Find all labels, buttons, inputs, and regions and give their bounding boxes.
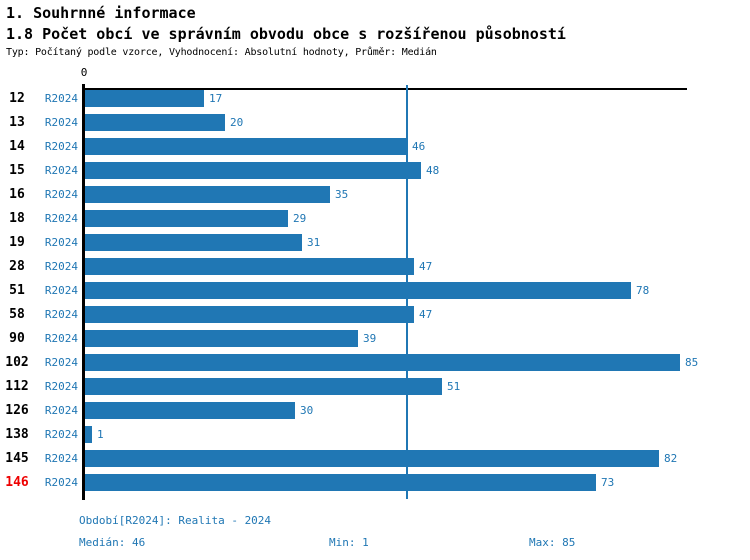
chart-meta-line: Typ: Počítaný podle vzorce, Vyhodnocení:… — [6, 47, 437, 58]
chart-row: 58 R2024 47 — [0, 306, 750, 323]
value-label: 78 — [636, 284, 650, 297]
chart-row: 102 R2024 85 — [0, 354, 750, 371]
bar — [85, 114, 225, 131]
series-label: R2024 — [44, 212, 78, 225]
chart-row: 12 R2024 17 — [0, 90, 750, 107]
chart-row: 13 R2024 20 — [0, 114, 750, 131]
bar — [85, 330, 358, 347]
chart-row: 112 R2024 51 — [0, 378, 750, 395]
bar — [85, 474, 596, 491]
bar — [85, 234, 302, 251]
bar — [85, 306, 414, 323]
chart-row: 138 R2024 1 — [0, 426, 750, 443]
category-label: 13 — [9, 115, 25, 130]
bar — [85, 378, 442, 395]
category-label: 14 — [9, 139, 25, 154]
plot-top-border — [83, 88, 687, 90]
value-label: 17 — [209, 92, 223, 105]
series-label: R2024 — [44, 452, 78, 465]
series-label: R2024 — [44, 260, 78, 273]
x-axis-zero-tick-label: 0 — [80, 66, 88, 79]
value-label: 73 — [601, 476, 615, 489]
bar — [85, 138, 407, 155]
series-label: R2024 — [44, 404, 78, 417]
bar — [85, 210, 288, 227]
bar — [85, 450, 659, 467]
chart-row: 28 R2024 47 — [0, 258, 750, 275]
chart-row: 126 R2024 30 — [0, 402, 750, 419]
series-label: R2024 — [44, 332, 78, 345]
chart-row: 51 R2024 78 — [0, 282, 750, 299]
value-label: 31 — [307, 236, 321, 249]
value-label: 29 — [293, 212, 307, 225]
chart-row: 146 R2024 73 — [0, 474, 750, 491]
series-label: R2024 — [44, 164, 78, 177]
footer-period-label: Období[R2024]: Realita - 2024 — [79, 514, 272, 527]
bar — [85, 258, 414, 275]
chart-subtitle: 1.8 Počet obcí ve správním obvodu obce s… — [6, 25, 566, 43]
category-label: 51 — [9, 283, 25, 298]
series-label: R2024 — [44, 356, 78, 369]
series-label: R2024 — [44, 140, 78, 153]
category-label: 19 — [9, 235, 25, 250]
value-label: 35 — [335, 188, 349, 201]
value-label: 85 — [685, 356, 699, 369]
bar — [85, 354, 680, 371]
series-label: R2024 — [44, 236, 78, 249]
category-label: 12 — [9, 91, 25, 106]
chart-row: 19 R2024 31 — [0, 234, 750, 251]
value-label: 46 — [412, 140, 426, 153]
series-label: R2024 — [44, 116, 78, 129]
bar — [85, 162, 421, 179]
chart-row: 14 R2024 46 — [0, 138, 750, 155]
series-label: R2024 — [44, 428, 78, 441]
category-label: 58 — [9, 307, 25, 322]
series-label: R2024 — [44, 92, 78, 105]
category-label: 16 — [9, 187, 25, 202]
bar — [85, 186, 330, 203]
value-label: 30 — [300, 404, 314, 417]
category-label: 145 — [5, 451, 29, 466]
series-label: R2024 — [44, 476, 78, 489]
category-label: 102 — [5, 355, 29, 370]
value-label: 82 — [664, 452, 678, 465]
value-label: 39 — [363, 332, 377, 345]
chart-row: 145 R2024 82 — [0, 450, 750, 467]
series-label: R2024 — [44, 308, 78, 321]
bar — [85, 402, 295, 419]
value-label: 1 — [97, 428, 104, 441]
value-label: 20 — [230, 116, 244, 129]
value-label: 51 — [447, 380, 461, 393]
category-label: 90 — [9, 331, 25, 346]
bar — [85, 282, 631, 299]
category-label: 18 — [9, 211, 25, 226]
series-label: R2024 — [44, 188, 78, 201]
bar — [85, 90, 204, 107]
footer-min-label: Min: 1 — [329, 536, 369, 549]
chart-row: 90 R2024 39 — [0, 330, 750, 347]
value-label: 47 — [419, 260, 433, 273]
y-axis-line — [82, 84, 85, 500]
category-label: 15 — [9, 163, 25, 178]
series-label: R2024 — [44, 380, 78, 393]
bar — [85, 426, 92, 443]
footer-median-label: Medián: 46 — [79, 536, 146, 549]
value-label: 47 — [419, 308, 433, 321]
chart-row: 18 R2024 29 — [0, 210, 750, 227]
footer-max-label: Max: 85 — [529, 536, 576, 549]
series-label: R2024 — [44, 284, 78, 297]
chart-row: 15 R2024 48 — [0, 162, 750, 179]
value-label: 48 — [426, 164, 440, 177]
chart-row: 16 R2024 35 — [0, 186, 750, 203]
category-label: 126 — [5, 403, 29, 418]
category-label: 112 — [5, 379, 29, 394]
category-label: 146 — [5, 475, 29, 490]
category-label: 138 — [5, 427, 29, 442]
category-label: 28 — [9, 259, 25, 274]
page-title: 1. Souhrnné informace — [6, 4, 196, 22]
